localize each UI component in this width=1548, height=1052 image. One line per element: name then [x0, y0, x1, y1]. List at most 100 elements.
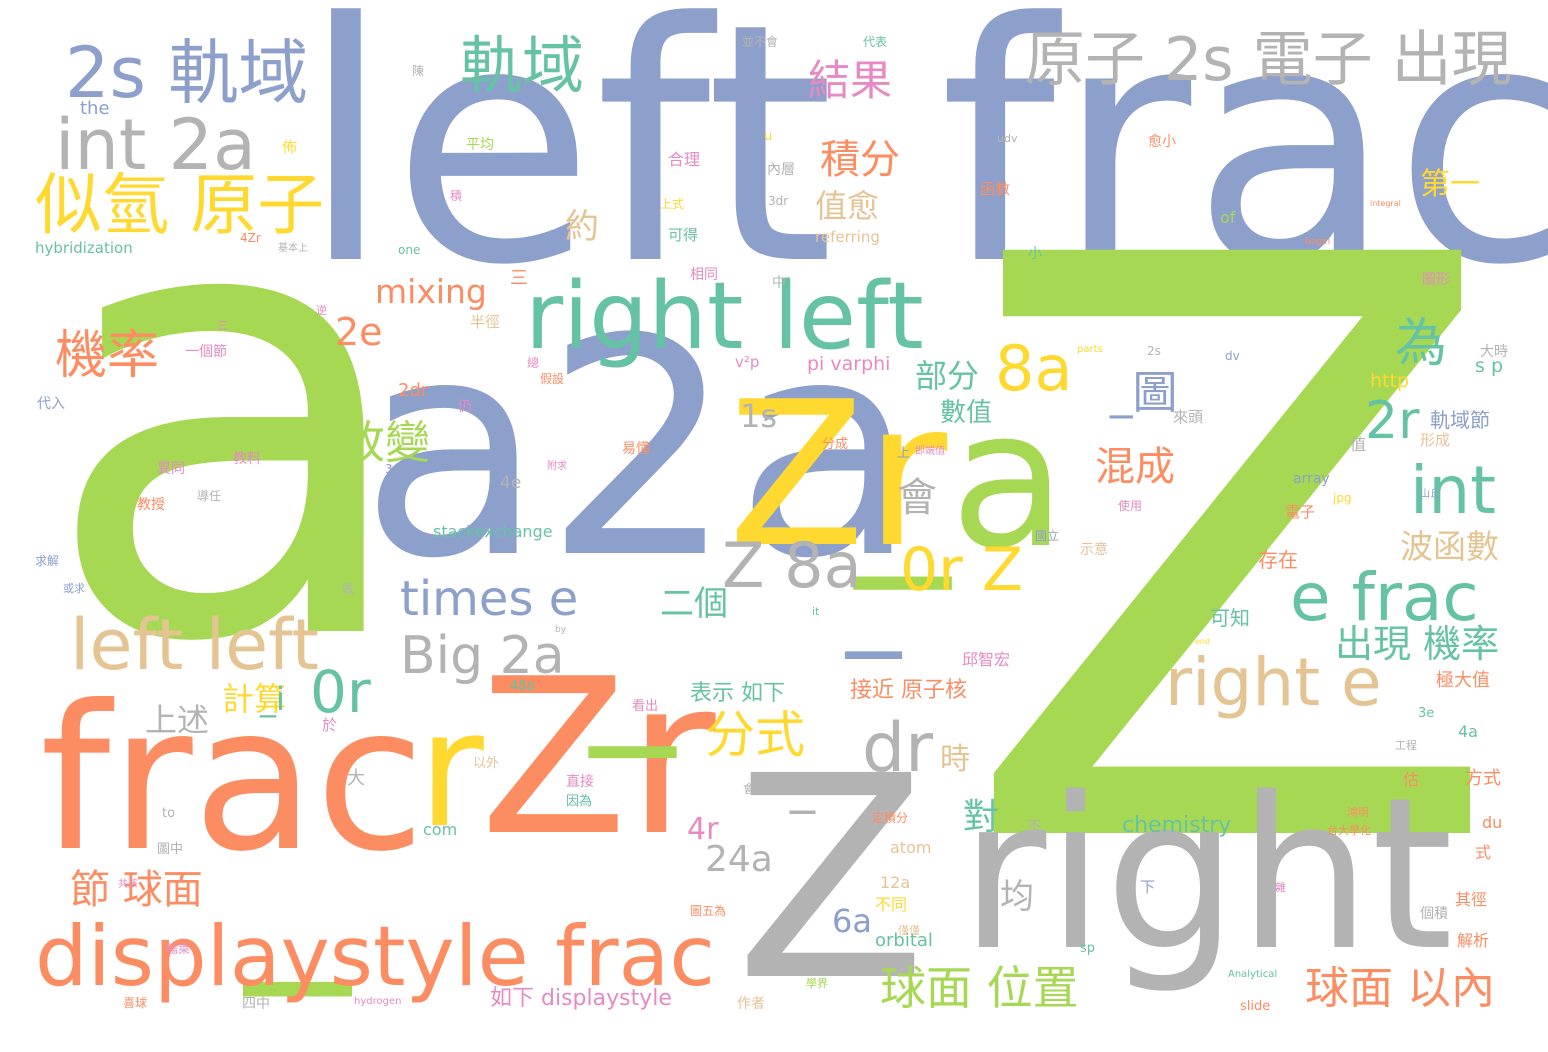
word: 分式: [705, 706, 805, 764]
word: 佈: [282, 138, 298, 156]
word: 二個: [660, 584, 728, 624]
word: integral: [1370, 199, 1401, 208]
word: 個積: [1420, 906, 1448, 922]
word: 接近 原子核: [850, 678, 967, 703]
word: 逆: [316, 304, 327, 317]
word: _: [590, 561, 675, 759]
word: dr: [862, 709, 934, 788]
word: 易懂: [622, 441, 650, 457]
word: 48a: [510, 679, 535, 694]
word: 式: [1475, 843, 1492, 862]
word: 不: [1027, 819, 1041, 835]
word: right left: [525, 262, 924, 370]
word: 軌域節: [1430, 408, 1490, 432]
word: right: [960, 752, 1454, 997]
word: 表示 如下: [690, 681, 785, 706]
word: 內層: [767, 162, 795, 178]
word: Z: [958, 90, 1507, 1022]
word: 似氫 原子: [35, 166, 325, 244]
word: 函數: [980, 180, 1011, 198]
word: Analytical: [1228, 969, 1278, 980]
word: 喜球: [123, 996, 148, 1010]
word: 做: [342, 582, 355, 596]
word: 不同: [875, 895, 908, 914]
word: _i: [260, 680, 285, 718]
word: 原子 2s 電子 出現: [1025, 25, 1512, 95]
word: mixing: [375, 272, 487, 311]
word: the: [80, 98, 110, 119]
word: slide: [1240, 999, 1271, 1014]
word: by: [555, 625, 567, 635]
word: 球面 位置: [880, 961, 1079, 1015]
word: 可得: [668, 226, 699, 244]
word: 節 球面: [70, 867, 203, 913]
word: 計算: [222, 680, 287, 718]
word: 時: [940, 742, 970, 777]
word: 2s: [1147, 344, 1161, 358]
word: 大: [347, 768, 365, 789]
word: 大時: [1480, 344, 1508, 360]
word: array: [1293, 471, 1330, 487]
word: 學界: [806, 977, 828, 990]
word: 出現 機率: [1335, 622, 1500, 666]
word: stackexchange: [433, 522, 553, 541]
word: _: [846, 531, 901, 659]
word: 分成: [822, 437, 849, 452]
word: 附求: [547, 461, 567, 472]
word: orbital: [875, 930, 933, 951]
word: 約: [565, 207, 599, 247]
word: _圖: [1110, 366, 1178, 419]
word: 改變: [340, 416, 431, 469]
word: 鴻明: [1347, 806, 1369, 819]
word: 相同: [690, 267, 718, 283]
word: of: [1220, 208, 1236, 227]
word: 對: [963, 797, 1000, 838]
word: Zr: [480, 632, 716, 883]
word: http: [1370, 370, 1410, 392]
word: _: [245, 752, 350, 997]
word: 教授: [137, 497, 165, 513]
word: 仍: [458, 399, 472, 415]
word: pi varphi: [807, 353, 891, 375]
word: 部分: [915, 357, 980, 395]
word: 圖中: [157, 842, 184, 857]
word: 雜: [1275, 881, 1286, 894]
word: 作者: [737, 996, 765, 1012]
word: 看出: [632, 699, 659, 714]
word: 陳: [412, 64, 425, 78]
word: 3e: [1418, 706, 1435, 721]
word: 極大值: [1436, 670, 1490, 691]
word: 2e: [335, 310, 383, 354]
word: 三: [510, 268, 528, 289]
word: 上述: [145, 701, 210, 739]
word: 0r: [310, 658, 371, 726]
word: referring: [815, 228, 880, 246]
word: 2dr: [398, 380, 429, 401]
word: 4r: [687, 812, 719, 847]
word: 愈小: [1148, 134, 1176, 150]
word: 混成: [1095, 444, 1175, 490]
word: sp: [1080, 941, 1096, 956]
word: int 2a: [55, 104, 256, 186]
word: 電子: [1285, 503, 1316, 521]
word: e frac: [1290, 559, 1479, 636]
word: 為: [1395, 314, 1448, 374]
word: 估: [1403, 770, 1420, 789]
word: 腸萊: [166, 942, 191, 956]
word: 代入: [37, 396, 65, 412]
word: v²p: [735, 353, 760, 371]
word: 或求: [63, 582, 85, 595]
word: 積分: [820, 137, 900, 183]
word: chemistry: [1122, 813, 1232, 838]
word: 形成: [1420, 431, 1451, 449]
word: 1s: [740, 397, 778, 435]
word: 小: [1028, 246, 1042, 262]
word: Z 8a: [722, 529, 862, 602]
word: _a: [855, 369, 1067, 590]
word: 以外: [473, 756, 500, 771]
word: 波函數: [1400, 527, 1499, 566]
word: 12a: [880, 873, 911, 892]
word: left frac: [300, 0, 1548, 337]
word: to: [162, 806, 176, 821]
